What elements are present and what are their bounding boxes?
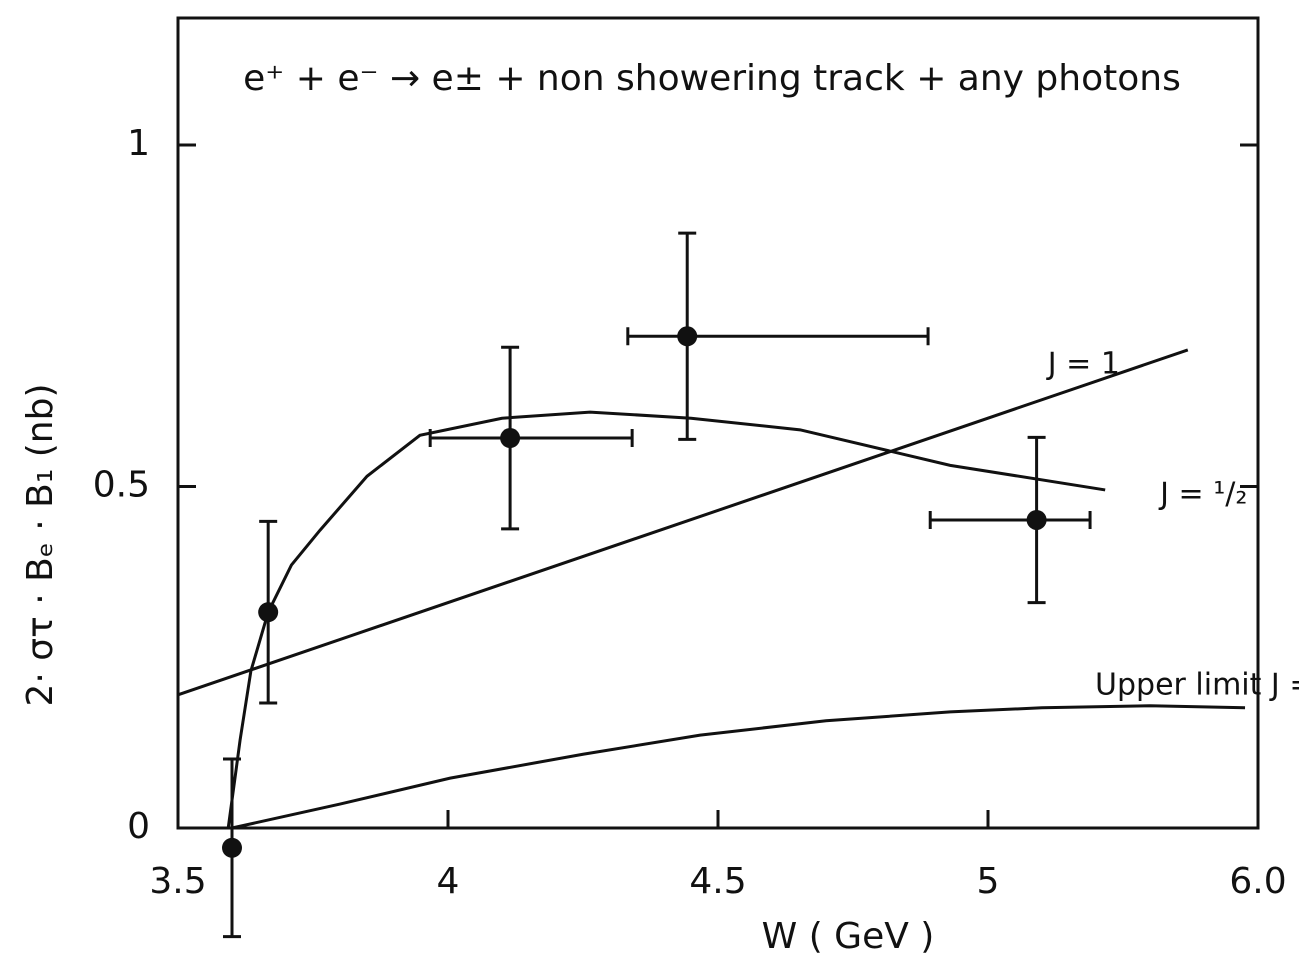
data-point: [677, 326, 698, 347]
data-point: [258, 602, 279, 623]
x-tick-label: 5: [977, 861, 1000, 902]
x-error-bar: [428, 429, 634, 448]
x-tick-label: 3.5: [149, 861, 206, 902]
curve: [231, 704, 1246, 830]
y-tick-label: 0: [127, 806, 150, 847]
data-point: [1026, 509, 1047, 530]
curve-label: J = 1: [1046, 346, 1120, 381]
x-error-bar: [928, 510, 1092, 529]
x-axis-label: W ( GeV ): [762, 916, 935, 957]
y-tick-label: 0.5: [93, 465, 150, 506]
x-tick-label: 4: [437, 861, 460, 902]
curve: [177, 348, 1189, 697]
x-tick-label: 4.5: [689, 861, 746, 902]
chart-title: e⁺ + e⁻ → e± + non showering track + any…: [243, 58, 1181, 99]
y-tick-label: 1: [127, 123, 150, 164]
data-point: [500, 428, 521, 449]
x-tick-label: 6.0: [1229, 861, 1286, 902]
curve: [226, 410, 1106, 829]
x-error-bar: [626, 327, 930, 346]
data-point: [222, 837, 242, 858]
curve-label: J = ¹/₂: [1158, 476, 1247, 511]
y-axis-label: 2· στ · Bₑ · B₁ (nb): [20, 384, 61, 707]
curve-label: Upper limit J = 0: [1095, 667, 1299, 702]
